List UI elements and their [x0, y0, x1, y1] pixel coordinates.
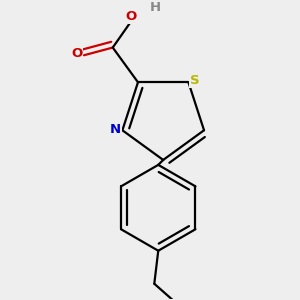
Text: O: O	[126, 10, 137, 23]
Text: N: N	[110, 123, 121, 136]
Text: S: S	[190, 74, 199, 87]
Text: H: H	[149, 1, 161, 13]
Text: O: O	[71, 47, 82, 60]
